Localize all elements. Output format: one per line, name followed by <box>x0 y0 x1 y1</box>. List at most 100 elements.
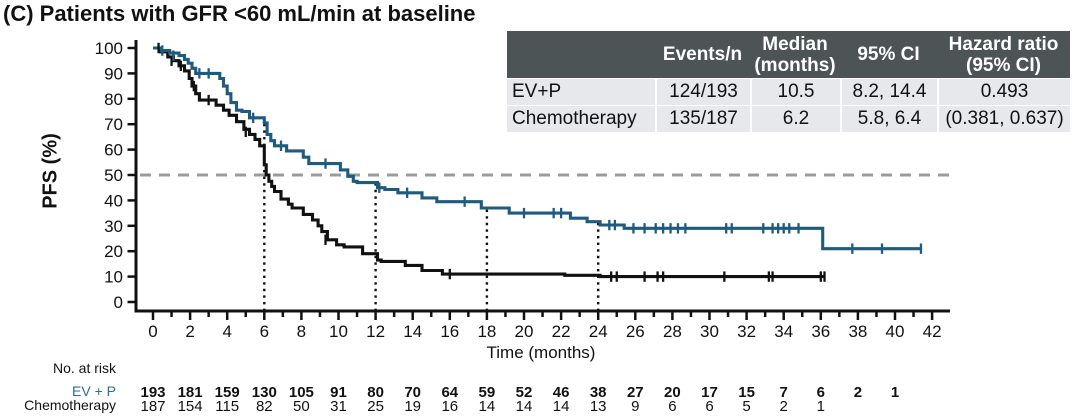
x-tick-label: 18 <box>477 322 496 341</box>
x-tick-label: 28 <box>663 322 682 341</box>
risk-count: 52 <box>516 384 533 401</box>
y-axis-title: PFS (%) <box>39 133 62 209</box>
risk-count: 193 <box>140 384 165 401</box>
x-tick-label: 0 <box>148 322 157 341</box>
risk-count: 181 <box>178 384 203 401</box>
hr-value: 0.493 <box>937 79 1070 105</box>
risk-count: 16 <box>441 398 458 415</box>
y-tick-label: 30 <box>104 217 123 236</box>
risk-count: 15 <box>738 384 755 401</box>
risk-count: 82 <box>256 398 273 415</box>
y-tick-label: 70 <box>104 115 123 134</box>
x-tick-label: 40 <box>886 322 905 341</box>
x-tick-label: 8 <box>297 322 306 341</box>
y-tick-label: 40 <box>104 191 123 210</box>
median-value: 6.2 <box>750 106 840 132</box>
x-tick-label: 4 <box>222 322 231 341</box>
risk-count: 130 <box>252 384 277 401</box>
x-axis-title: Time (months) <box>486 343 596 362</box>
risk-count: 91 <box>330 384 347 401</box>
y-tick-label: 0 <box>114 293 123 312</box>
risk-row-chemo: 187 154 115 82 50 31 25 19 16 14 14 14 13 9 6 6 5 2 1 <box>140 398 824 415</box>
risk-count: 159 <box>215 384 240 401</box>
x-tick-label: 34 <box>774 322 793 341</box>
risk-count: 19 <box>404 398 421 415</box>
ci-value: 5.8, 6.4 <box>840 106 937 132</box>
reference-lines <box>140 122 950 311</box>
survival-curves <box>153 46 921 279</box>
risk-count: 80 <box>367 384 384 401</box>
evp-censor-marks <box>161 45 923 254</box>
events-value: 135/187 <box>655 106 750 132</box>
summary-table: Events/n Median (months) 95% CI Hazard r… <box>507 31 1070 132</box>
x-tick-label: 38 <box>848 322 867 341</box>
risk-count: 2 <box>780 398 788 415</box>
header-cell-hr: Hazard ratio (95% CI) <box>948 33 1059 76</box>
risk-count: 154 <box>178 398 203 415</box>
risk-count: 20 <box>664 384 681 401</box>
x-tick-label: 20 <box>515 322 534 341</box>
x-tick-label: 22 <box>552 322 571 341</box>
risk-count: 14 <box>553 398 570 415</box>
risk-count: 14 <box>516 398 533 415</box>
x-tick-label: 32 <box>737 322 756 341</box>
risk-count: 13 <box>590 398 607 415</box>
hr-value: (0.381, 0.637) <box>937 106 1070 132</box>
y-tick-label: 10 <box>104 268 123 287</box>
risk-count: 14 <box>479 398 496 415</box>
x-tick-label: 12 <box>366 322 385 341</box>
header-cell-ci: 95% CI <box>857 44 920 65</box>
risk-count: 115 <box>215 398 239 415</box>
y-tick-label: 60 <box>104 141 123 160</box>
x-tick-label: 42 <box>923 322 942 341</box>
risk-count: 5 <box>742 398 750 415</box>
header-cell-blank <box>507 31 655 78</box>
risk-row-label-evp: EV + P <box>72 383 116 399</box>
risk-count: 187 <box>140 398 165 415</box>
risk-count: 25 <box>367 398 384 415</box>
x-tick-label: 16 <box>440 322 459 341</box>
risk-count: 70 <box>404 384 421 401</box>
y-tick-label: 20 <box>104 242 123 261</box>
risk-count: 1 <box>817 398 825 415</box>
x-tick-label: 26 <box>626 322 645 341</box>
panel-title: (C) Patients with GFR <60 mL/min at base… <box>3 1 476 26</box>
x-tick-label: 14 <box>403 322 422 341</box>
risk-count: 6 <box>817 384 825 401</box>
risk-count: 6 <box>668 398 676 415</box>
evp-curve <box>153 46 921 251</box>
x-tick-label: 6 <box>260 322 269 341</box>
median-value: 10.5 <box>750 79 840 105</box>
y-tick-label: 90 <box>104 64 123 83</box>
x-tick-label: 24 <box>589 322 608 341</box>
chemotherapy-curve <box>153 46 825 279</box>
x-tick-label: 36 <box>811 322 830 341</box>
risk-count: 50 <box>293 398 310 415</box>
x-tick-label: 10 <box>329 322 348 341</box>
header-cell-events: Events/n <box>662 44 743 65</box>
chemotherapy-censor-marks <box>157 42 826 282</box>
risk-count: 1 <box>891 384 899 401</box>
row-label: Chemotherapy <box>512 108 637 129</box>
summary-row-evp: EV+P 124/193 10.5 8.2, 14.4 0.493 <box>507 78 1070 105</box>
summary-table-header: Events/n Median (months) 95% CI Hazard r… <box>507 31 1070 78</box>
summary-row-chemo: Chemotherapy 135/187 6.2 5.8, 6.4 (0.381… <box>507 105 1070 132</box>
risk-count: 6 <box>705 398 713 415</box>
risk-count: 9 <box>631 398 639 415</box>
x-tick-label: 2 <box>185 322 194 341</box>
y-tick-label: 50 <box>104 166 123 185</box>
risk-count: 17 <box>701 384 718 401</box>
risk-count: 27 <box>627 384 644 401</box>
row-label: EV+P <box>512 81 562 102</box>
risk-count: 7 <box>780 384 788 401</box>
x-tick-label: 30 <box>700 322 719 341</box>
risk-count: 105 <box>289 384 314 401</box>
events-value: 124/193 <box>655 79 750 105</box>
risk-row-label-chemo: Chemotherapy <box>24 397 116 413</box>
risk-count: 38 <box>590 384 607 401</box>
ci-value: 8.2, 14.4 <box>840 79 937 105</box>
risk-count: 31 <box>330 398 347 415</box>
